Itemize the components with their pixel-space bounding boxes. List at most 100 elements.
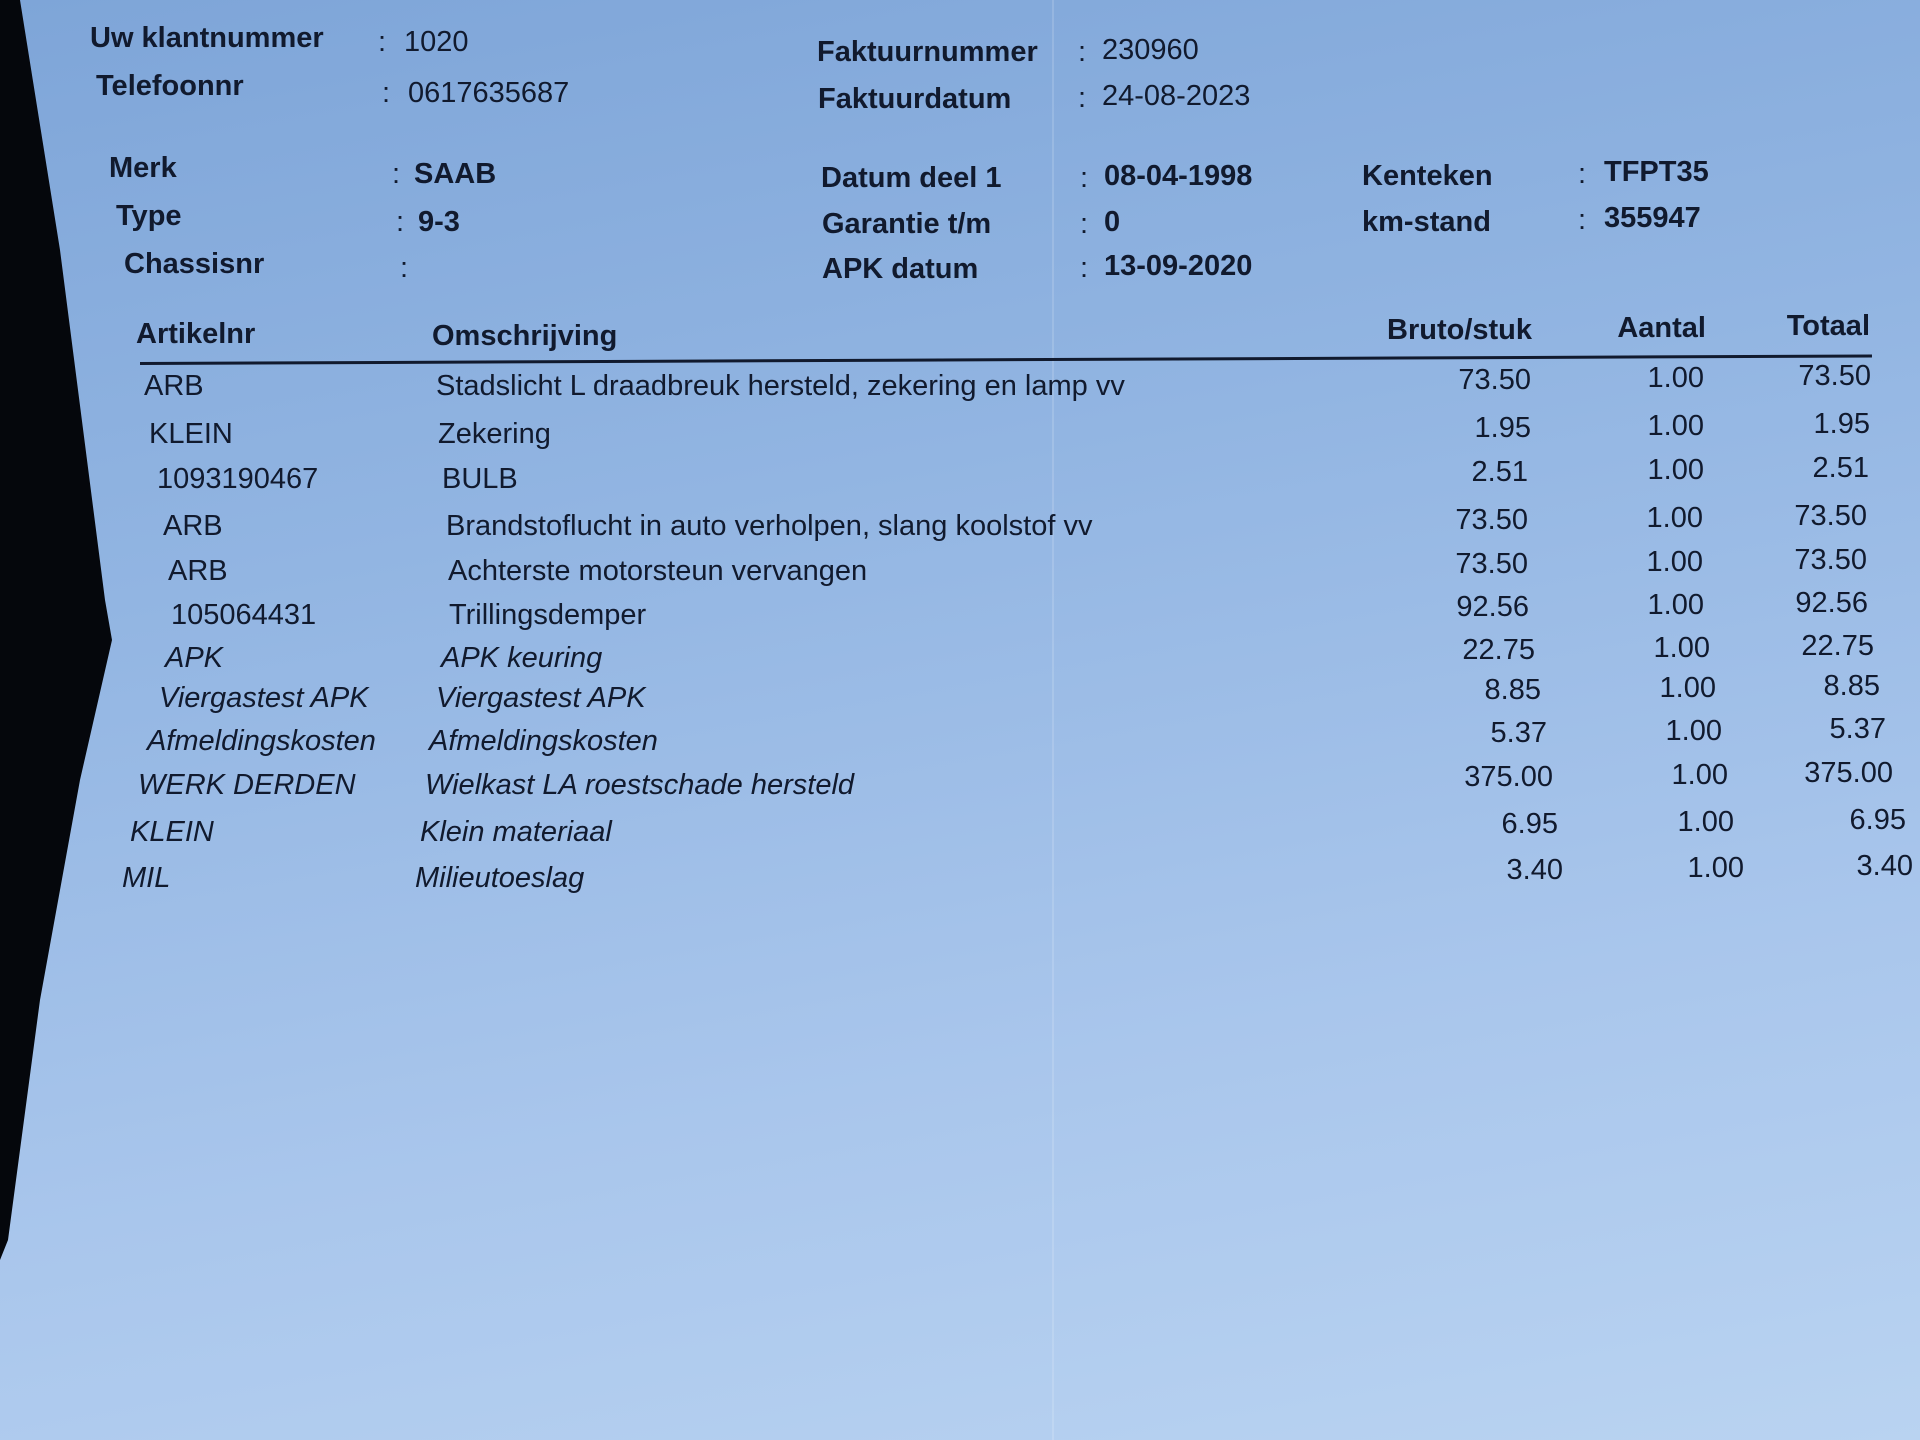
- row-omschrijving: Brandstoflucht in auto verholpen, slang …: [446, 510, 1093, 542]
- header-bruto: Bruto/stuk: [1387, 314, 1532, 346]
- row-omschrijving: APK keuring: [441, 642, 603, 674]
- row-aantal: 1.00: [1647, 410, 1704, 442]
- row-aantal: 1.00: [1646, 502, 1703, 534]
- kenteken-value: TFPT35: [1604, 156, 1709, 188]
- row-aantal: 1.00: [1646, 546, 1703, 578]
- row-omschrijving: Zekering: [438, 418, 551, 450]
- row-aantal: 1.00: [1677, 806, 1734, 838]
- row-aantal: 1.00: [1687, 852, 1744, 884]
- row-artikelnr: Afmeldingskosten: [147, 725, 376, 757]
- header-artikelnr: Artikelnr: [136, 318, 256, 350]
- header-omschrijving: Omschrijving: [432, 320, 618, 352]
- faktuurnummer-value: 230960: [1102, 34, 1199, 66]
- row-artikelnr: KLEIN: [130, 816, 214, 848]
- row-omschrijving: Afmeldingskosten: [429, 725, 658, 757]
- row-totaal: 73.50: [1798, 360, 1871, 392]
- apk-label: APK datum: [822, 253, 979, 285]
- colon: :: [382, 77, 391, 109]
- klantnummer-value: 1020: [404, 26, 469, 58]
- row-artikelnr: WERK DERDEN: [138, 769, 356, 801]
- row-artikelnr: APK: [165, 642, 224, 674]
- merk-value: SAAB: [414, 158, 497, 190]
- row-artikelnr: ARB: [168, 555, 228, 587]
- row-aantal: 1.00: [1653, 632, 1710, 664]
- type-label: Type: [116, 200, 182, 232]
- colon: :: [1080, 208, 1089, 240]
- paper-fold: [1052, 0, 1054, 1440]
- colon: :: [392, 158, 401, 190]
- row-totaal: 375.00: [1804, 757, 1893, 789]
- garantie-value: 0: [1104, 206, 1121, 238]
- row-aantal: 1.00: [1647, 454, 1704, 486]
- row-totaal: 92.56: [1795, 587, 1868, 619]
- row-bruto: 1.95: [1474, 412, 1531, 444]
- row-totaal: 1.95: [1813, 408, 1870, 440]
- colon: :: [1578, 158, 1587, 190]
- colon: :: [1080, 162, 1089, 194]
- row-bruto: 5.37: [1490, 717, 1547, 749]
- row-aantal: 1.00: [1659, 672, 1716, 704]
- row-aantal: 1.00: [1647, 362, 1704, 394]
- row-omschrijving: Klein materiaal: [420, 816, 612, 848]
- row-omschrijving: Achterste motorsteun vervangen: [448, 555, 868, 587]
- row-omschrijving: BULB: [442, 463, 518, 495]
- row-artikelnr: 105064431: [171, 599, 317, 631]
- row-artikelnr: Viergastest APK: [159, 682, 369, 714]
- colon: :: [378, 26, 387, 58]
- colon: :: [396, 206, 405, 238]
- faktuurdatum-value: 24-08-2023: [1102, 80, 1251, 112]
- row-bruto: 73.50: [1458, 364, 1531, 396]
- merk-label: Merk: [109, 152, 177, 184]
- datum-deel1-label: Datum deel 1: [821, 162, 1002, 194]
- garantie-label: Garantie t/m: [822, 208, 992, 240]
- chassis-label: Chassisnr: [124, 248, 265, 280]
- row-bruto: 375.00: [1464, 761, 1553, 793]
- datum-deel1-value: 08-04-1998: [1104, 160, 1253, 192]
- row-totaal: 8.85: [1823, 670, 1880, 702]
- faktuurdatum-label: Faktuurdatum: [818, 83, 1012, 115]
- kenteken-label: Kenteken: [1362, 160, 1493, 192]
- row-bruto: 3.40: [1506, 854, 1563, 886]
- row-bruto: 73.50: [1455, 504, 1528, 536]
- row-artikelnr: KLEIN: [149, 418, 233, 450]
- header-aantal: Aantal: [1617, 312, 1706, 344]
- row-totaal: 3.40: [1856, 850, 1913, 882]
- telefoon-value: 0617635687: [408, 77, 570, 109]
- klantnummer-label: Uw klantnummer: [90, 22, 324, 54]
- telefoon-label: Telefoonnr: [96, 70, 244, 102]
- row-bruto: 6.95: [1501, 808, 1558, 840]
- colon: :: [1578, 204, 1587, 236]
- colon: :: [1078, 82, 1087, 114]
- colon: :: [1080, 252, 1089, 284]
- row-aantal: 1.00: [1665, 715, 1722, 747]
- row-bruto: 92.56: [1456, 591, 1529, 623]
- row-bruto: 8.85: [1484, 674, 1541, 706]
- row-artikelnr: ARB: [144, 370, 204, 402]
- km-value: 355947: [1604, 202, 1701, 234]
- row-artikelnr: MIL: [122, 862, 171, 894]
- row-artikelnr: 1093190467: [157, 463, 319, 495]
- km-label: km-stand: [1362, 206, 1491, 238]
- row-artikelnr: ARB: [163, 510, 223, 542]
- row-totaal: 2.51: [1812, 452, 1869, 484]
- row-omschrijving: Trillingsdemper: [449, 599, 647, 631]
- row-totaal: 6.95: [1849, 804, 1906, 836]
- row-omschrijving: Viergastest APK: [436, 682, 646, 714]
- row-totaal: 73.50: [1794, 544, 1867, 576]
- row-omschrijving: Wielkast LA roestschade hersteld: [425, 769, 855, 801]
- row-totaal: 5.37: [1829, 713, 1886, 745]
- apk-value: 13-09-2020: [1104, 250, 1253, 282]
- header-totaal: Totaal: [1786, 310, 1870, 342]
- row-totaal: 73.50: [1794, 500, 1867, 532]
- row-omschrijving: Stadslicht L draadbreuk hersteld, zekeri…: [436, 370, 1125, 402]
- row-bruto: 73.50: [1455, 548, 1528, 580]
- faktuurnummer-label: Faktuurnummer: [817, 36, 1038, 68]
- row-aantal: 1.00: [1671, 759, 1728, 791]
- type-value: 9-3: [418, 206, 460, 238]
- colon: :: [400, 252, 409, 284]
- row-totaal: 22.75: [1801, 630, 1874, 662]
- row-bruto: 22.75: [1462, 634, 1535, 666]
- colon: :: [1078, 36, 1087, 68]
- row-omschrijving: Milieutoeslag: [415, 862, 585, 894]
- row-aantal: 1.00: [1647, 589, 1704, 621]
